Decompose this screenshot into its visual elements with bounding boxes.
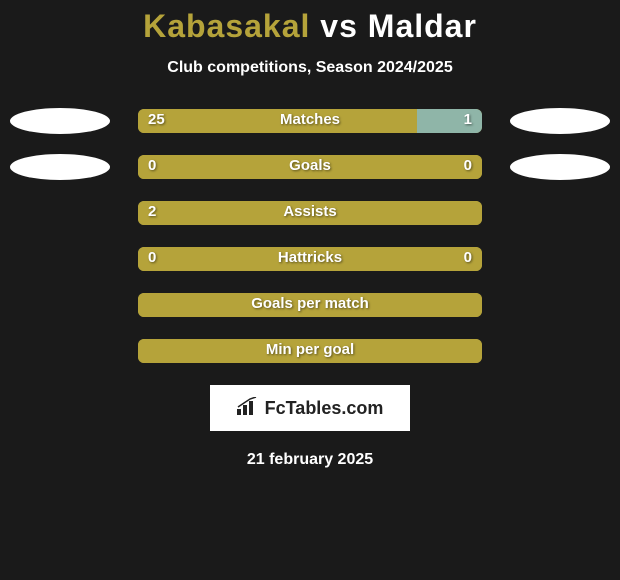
stat-value-left: 2 [148, 203, 156, 220]
player2-name: Maldar [368, 8, 477, 44]
stat-value-right: 1 [464, 111, 472, 128]
stat-row: Matches25 1 [0, 109, 620, 133]
stat-value-left: 25 [148, 111, 165, 128]
stat-bar: Goals per match [138, 293, 482, 317]
stat-bar: Hattricks0 0 [138, 247, 482, 271]
stat-bar: Matches25 1 [138, 109, 482, 133]
chart-icon [237, 397, 259, 420]
stat-value-left: 0 [148, 157, 156, 174]
stat-value-right: 0 [464, 249, 472, 266]
player1-name: Kabasakal [143, 8, 310, 44]
stat-row: Min per goal [0, 339, 620, 363]
subtitle: Club competitions, Season 2024/2025 [0, 59, 620, 77]
player-badge-right [510, 154, 610, 180]
footer-date: 21 february 2025 [0, 451, 620, 469]
player-badge-left [10, 154, 110, 180]
stat-value-left: 0 [148, 249, 156, 266]
stats-area: Matches251Goals00Assists2Hattricks00Goal… [0, 109, 620, 363]
player-badge-right [510, 108, 610, 134]
stat-label: Min per goal [138, 341, 482, 358]
stat-row: Goals0 0 [0, 155, 620, 179]
player-badge-left [10, 108, 110, 134]
vs-text: vs [320, 8, 358, 44]
stat-label: Goals per match [138, 295, 482, 312]
stat-row: Goals per match [0, 293, 620, 317]
stat-bar: Min per goal [138, 339, 482, 363]
stat-bar: Assists2 [138, 201, 482, 225]
stat-label: Matches [138, 111, 482, 128]
stat-label: Assists [138, 203, 482, 220]
stat-label: Goals [138, 157, 482, 174]
stat-row: Assists2 [0, 201, 620, 225]
stat-bar: Goals0 0 [138, 155, 482, 179]
stat-value-right: 0 [464, 157, 472, 174]
stat-row: Hattricks0 0 [0, 247, 620, 271]
comparison-title: Kabasakal vs Maldar [0, 8, 620, 45]
branding-badge: FcTables.com [210, 385, 410, 431]
main-container: Kabasakal vs Maldar Club competitions, S… [0, 0, 620, 580]
branding-text: FcTables.com [265, 398, 384, 419]
stat-label: Hattricks [138, 249, 482, 266]
